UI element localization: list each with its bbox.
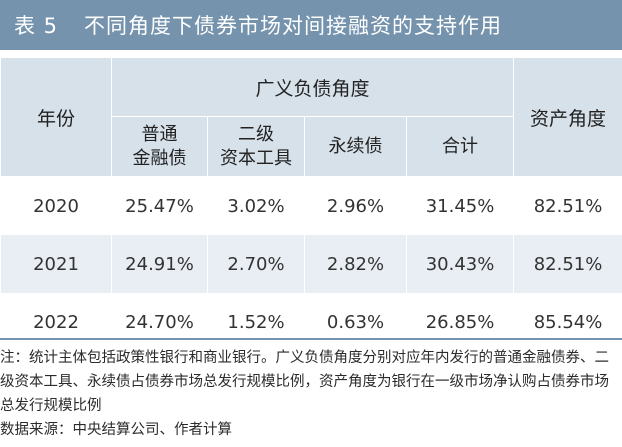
header-total: 合计 — [405, 116, 515, 177]
cell-tier2-capital: 2.70% — [207, 235, 305, 293]
header-tier2-capital-line2: 资本工具 — [220, 147, 292, 169]
header-perpetual-bond: 永续债 — [304, 116, 407, 177]
table-row: 2020 25.47% 3.02% 2.96% 31.45% 82.51% — [0, 176, 622, 235]
table-row: 2021 24.91% 2.70% 2.82% 30.43% 82.51% — [0, 235, 622, 293]
header-asset: 资产角度 — [513, 57, 622, 177]
cell-year: 2021 — [0, 235, 112, 293]
cell-perpetual-bond: 0.63% — [304, 293, 407, 351]
header-financial-bond-line1: 普通 — [141, 123, 178, 145]
header-year: 年份 — [0, 57, 112, 177]
header-tier2-capital: 二级 资本工具 — [207, 116, 305, 177]
cell-financial-bond: 25.47% — [111, 176, 208, 235]
cell-total: 30.43% — [405, 235, 515, 293]
header-total-line1: 合计 — [442, 135, 478, 157]
cell-tier2-capital: 1.52% — [207, 293, 305, 351]
cell-asset: 82.51% — [513, 176, 622, 235]
data-table: 年份 广义负债角度 资产角度 普通 金融债 二级 资本工具 永续债 合计 202… — [0, 57, 622, 351]
cell-total: 31.45% — [405, 176, 515, 235]
header-tier2-capital-line1: 二级 — [238, 123, 274, 145]
cell-year: 2020 — [0, 176, 112, 235]
cell-total: 26.85% — [405, 293, 515, 351]
cell-tier2-capital: 3.02% — [207, 176, 305, 235]
table-number: 表 5 — [14, 14, 59, 38]
cell-financial-bond: 24.91% — [111, 235, 208, 293]
table-note: 注：统计主体包括政策性银行和商业银行。广义负债角度分别对应年内发行的普通金融债券… — [0, 350, 609, 414]
table-title-bar: 表 5 不同角度下债券市场对间接融资的支持作用 — [0, 0, 622, 50]
table-row: 2022 24.70% 1.52% 0.63% 26.85% 85.54% — [0, 293, 622, 351]
cell-perpetual-bond: 2.96% — [304, 176, 407, 235]
cell-year: 2022 — [0, 293, 112, 351]
cell-asset: 85.54% — [513, 293, 622, 351]
table-bottom-rule — [0, 338, 622, 340]
title-divider — [0, 50, 622, 53]
table-title: 不同角度下债券市场对间接融资的支持作用 — [84, 14, 503, 38]
cell-asset: 82.51% — [513, 235, 622, 293]
header-perpetual-bond-line1: 永续债 — [328, 135, 383, 157]
cell-perpetual-bond: 2.82% — [304, 235, 407, 293]
header-financial-bond: 普通 金融债 — [111, 116, 208, 177]
cell-financial-bond: 24.70% — [111, 293, 208, 351]
header-liability-group: 广义负债角度 — [110, 57, 515, 117]
data-source: 数据来源：中央结算公司、作者计算 — [0, 422, 232, 438]
header-financial-bond-line2: 金融债 — [132, 147, 187, 169]
